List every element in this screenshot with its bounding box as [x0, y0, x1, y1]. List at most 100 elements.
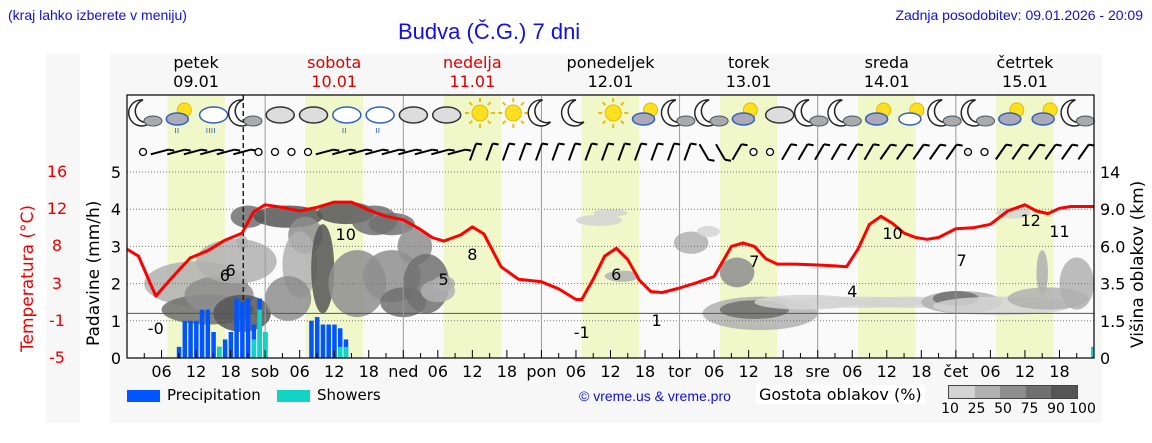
day-name: ponedeljek	[566, 53, 655, 72]
weather-icon	[465, 98, 495, 128]
svg-text:18: 18	[220, 362, 240, 381]
svg-text:ıı: ıı	[342, 126, 347, 136]
svg-text:6.0: 6.0	[1100, 237, 1125, 256]
weather-icon	[527, 99, 552, 127]
temperature-tick: 3	[51, 273, 63, 293]
chart-title: Budva (Č.G.) 7 dni	[398, 19, 581, 44]
svg-text:3.5: 3.5	[1100, 275, 1125, 294]
legend-precipitation-swatch	[127, 390, 160, 402]
day-date: 11.01	[449, 72, 496, 91]
copyright-link[interactable]: © vreme.us & vreme.pro	[579, 388, 731, 404]
weather-icon	[731, 102, 758, 126]
weather-icon	[827, 99, 862, 127]
svg-text:-1: -1	[574, 323, 590, 342]
weather-icon	[560, 99, 585, 127]
svg-text:11: 11	[1049, 222, 1069, 241]
day-date: 09.01	[173, 72, 219, 91]
svg-text:18: 18	[497, 362, 517, 381]
day-date: 15.01	[1002, 72, 1048, 91]
day-header-1: sobota 10.01	[274, 53, 394, 91]
svg-text:12: 12	[600, 362, 620, 381]
svg-text:4: 4	[847, 282, 857, 301]
weather-icons-row: ıı ıııı ıı ıı	[127, 98, 1095, 136]
svg-text:4: 4	[111, 200, 121, 219]
svg-text:ned: ned	[388, 362, 418, 381]
wind-barbs-row	[138, 142, 1095, 162]
weather-icon	[864, 102, 892, 126]
svg-text:ıııı: ıııı	[206, 126, 216, 136]
weather-icon	[1031, 102, 1058, 126]
weather-icon: ıı	[332, 106, 362, 136]
svg-text:18: 18	[773, 362, 793, 381]
weather-icon	[298, 106, 329, 124]
svg-text:5: 5	[438, 270, 448, 289]
svg-text:tor: tor	[668, 362, 691, 381]
legend-showers-swatch	[277, 390, 310, 402]
density-tick: 100	[1069, 401, 1096, 417]
svg-text:12: 12	[324, 362, 344, 381]
weather-icon	[793, 99, 829, 127]
weather-icon: ıı	[165, 102, 192, 136]
svg-text:ıı: ıı	[375, 126, 380, 136]
temperature-line	[126, 200, 1094, 301]
weather-icon	[227, 99, 263, 127]
weather-icon	[960, 99, 995, 127]
weather-icon: ıııı	[198, 106, 229, 136]
day-date: 13.01	[725, 72, 772, 91]
svg-text:2: 2	[111, 275, 121, 294]
temperature-tick: -5	[49, 348, 65, 367]
svg-text:1.5: 1.5	[1100, 312, 1125, 331]
region-hint: (kraj lahko izberete v meniju)	[8, 7, 187, 23]
svg-text:18: 18	[1049, 362, 1069, 381]
svg-text:06: 06	[566, 362, 586, 381]
day-header-2: nedelja 11.01	[412, 53, 532, 91]
svg-text:18: 18	[635, 362, 655, 381]
x-axis-ticks: 06 12 18 sob 06 12 18 ned 06 12 18 pon 06 12 18 tor 06 12…	[143, 350, 1078, 381]
weather-icon	[694, 99, 729, 127]
temperature-axis-panel	[46, 54, 80, 423]
precipitation-bars	[176, 298, 1094, 358]
weather-icon	[265, 106, 295, 124]
cloud-density-scale	[948, 385, 1078, 399]
day-date: 10.01	[311, 72, 358, 91]
svg-text:6: 6	[226, 261, 236, 280]
temperature-tick: 12	[46, 199, 68, 219]
day-name: nedelja	[443, 53, 502, 72]
weather-icon	[764, 106, 795, 124]
svg-text:06: 06	[151, 362, 171, 381]
temperature-tick: 8	[51, 236, 63, 256]
cloud-density-label: Gostota oblakov (%)	[756, 385, 925, 404]
svg-text:06: 06	[704, 362, 724, 381]
weather-icon: ıı	[365, 106, 395, 136]
svg-text:12: 12	[738, 362, 758, 381]
day-header-5: sreda 14.01	[827, 53, 947, 91]
svg-text:6: 6	[220, 266, 230, 285]
density-tick: 90	[1047, 401, 1065, 417]
weather-icon	[127, 99, 163, 127]
svg-text:čet: čet	[943, 362, 968, 381]
svg-text:12: 12	[186, 362, 206, 381]
svg-text:sob: sob	[251, 362, 279, 381]
svg-text:12: 12	[1015, 362, 1035, 381]
density-tick: 75	[1020, 401, 1039, 417]
svg-text:sre: sre	[806, 362, 830, 381]
weather-icon	[498, 98, 529, 128]
svg-text:06: 06	[980, 362, 1000, 381]
svg-text:14: 14	[1100, 163, 1120, 182]
temperature-tick: -1	[49, 310, 65, 330]
svg-text:7: 7	[957, 251, 967, 270]
day-name: torek	[727, 53, 770, 72]
day-name: četrtek	[996, 53, 1054, 72]
svg-text:7: 7	[749, 252, 759, 271]
svg-text:-0: -0	[148, 319, 164, 338]
svg-text:pon: pon	[526, 362, 556, 381]
weather-icon	[631, 102, 658, 126]
weather-icon	[398, 106, 429, 124]
density-tick: 50	[994, 401, 1012, 417]
day-header-0: petek 09.01	[136, 53, 256, 91]
day-name: sreda	[864, 53, 909, 72]
day-name: petek	[173, 53, 219, 72]
svg-text:ıı: ıı	[174, 126, 179, 136]
svg-text:0: 0	[111, 349, 121, 368]
